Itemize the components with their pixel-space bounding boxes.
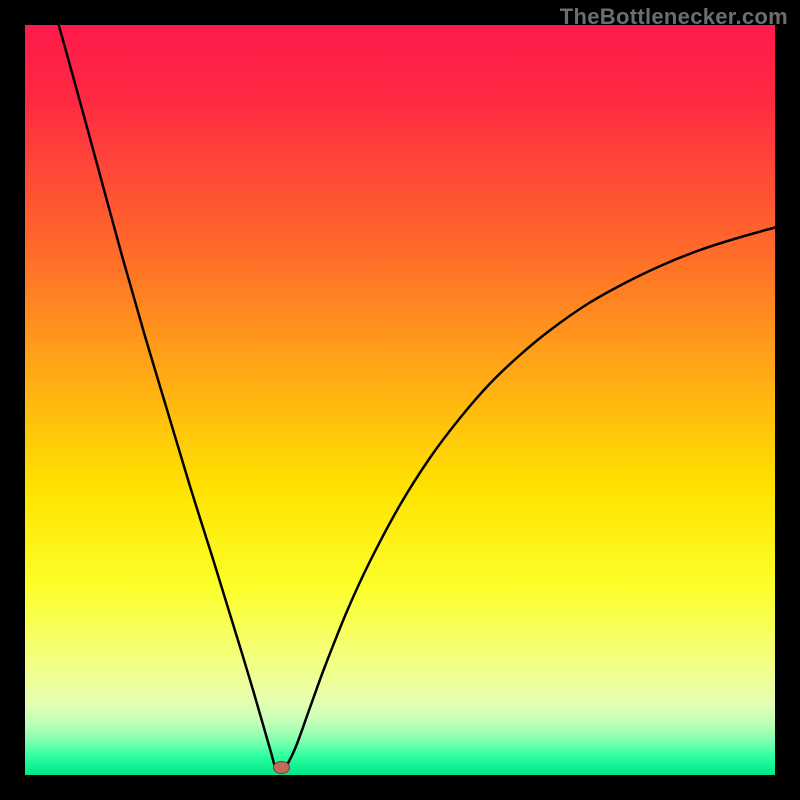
gradient-background [25, 25, 775, 775]
chart-container: TheBottlenecker.com [0, 0, 800, 800]
watermark-text: TheBottlenecker.com [560, 4, 788, 30]
optimal-point-marker [274, 762, 290, 774]
bottleneck-chart [0, 0, 800, 800]
